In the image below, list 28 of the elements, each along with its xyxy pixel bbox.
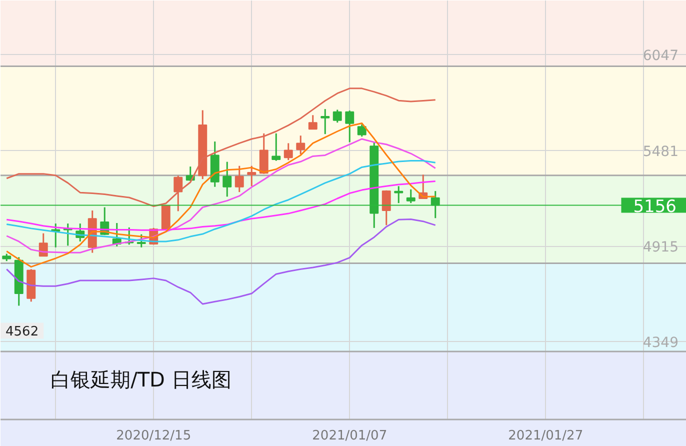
annotation: 4562 xyxy=(6,324,39,340)
candlestick xyxy=(38,232,48,257)
y-tick-label: 5481 xyxy=(642,144,679,160)
y-tick-label: 4915 xyxy=(642,240,679,256)
x-tick-label: 2021/01/07 xyxy=(312,428,388,444)
candlestick xyxy=(320,108,330,135)
candlestick xyxy=(296,134,306,155)
line-series xyxy=(6,218,436,305)
candlestick xyxy=(272,132,281,162)
candlestick xyxy=(234,165,244,193)
y-tick-label: 4349 xyxy=(642,335,679,352)
y-tick-label: 6047 xyxy=(642,48,679,64)
candlestick xyxy=(394,185,404,204)
candlestick xyxy=(259,132,268,175)
candlestick xyxy=(222,161,232,198)
text: 白银延期/TD 日线图 xyxy=(50,367,232,392)
candlestick xyxy=(382,190,391,226)
candlestick xyxy=(308,114,318,130)
candlestick xyxy=(136,234,146,248)
candlestick xyxy=(345,110,354,143)
ref-line-label: 5156 xyxy=(633,196,676,217)
candlestick xyxy=(284,142,293,161)
x-tick-label: 2021/01/27 xyxy=(508,428,584,444)
candlestick xyxy=(406,188,416,204)
candlestick xyxy=(247,165,256,187)
x-tick-label: 2020/12/15 xyxy=(116,428,192,444)
candlestick xyxy=(357,124,366,138)
candlestick xyxy=(332,108,342,124)
